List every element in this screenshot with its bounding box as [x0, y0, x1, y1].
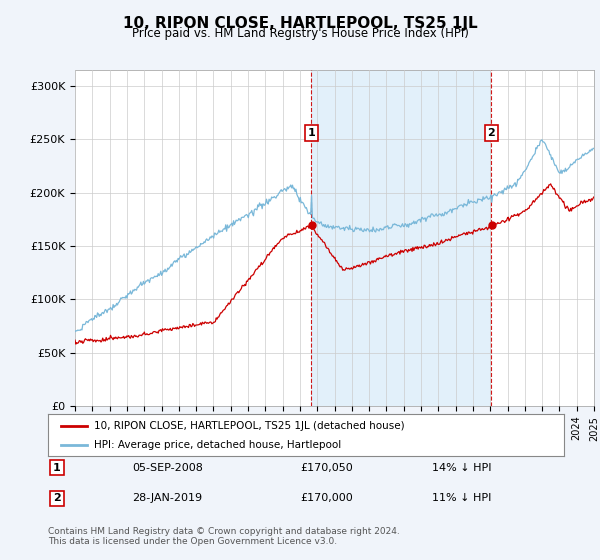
- Text: 10, RIPON CLOSE, HARTLEPOOL, TS25 1JL: 10, RIPON CLOSE, HARTLEPOOL, TS25 1JL: [122, 16, 478, 31]
- Text: Contains HM Land Registry data © Crown copyright and database right 2024.
This d: Contains HM Land Registry data © Crown c…: [48, 526, 400, 546]
- Text: 05-SEP-2008: 05-SEP-2008: [132, 463, 203, 473]
- Text: £170,050: £170,050: [300, 463, 353, 473]
- Text: 1: 1: [308, 128, 316, 138]
- Text: 2: 2: [488, 128, 495, 138]
- Text: Price paid vs. HM Land Registry's House Price Index (HPI): Price paid vs. HM Land Registry's House …: [131, 27, 469, 40]
- Text: 14% ↓ HPI: 14% ↓ HPI: [432, 463, 491, 473]
- Text: 28-JAN-2019: 28-JAN-2019: [132, 493, 202, 503]
- Text: 2: 2: [53, 493, 61, 503]
- Text: £170,000: £170,000: [300, 493, 353, 503]
- Text: 10, RIPON CLOSE, HARTLEPOOL, TS25 1JL (detached house): 10, RIPON CLOSE, HARTLEPOOL, TS25 1JL (d…: [94, 421, 405, 431]
- Text: HPI: Average price, detached house, Hartlepool: HPI: Average price, detached house, Hart…: [94, 440, 341, 450]
- Text: 11% ↓ HPI: 11% ↓ HPI: [432, 493, 491, 503]
- Bar: [311, 70, 491, 406]
- Text: 1: 1: [53, 463, 61, 473]
